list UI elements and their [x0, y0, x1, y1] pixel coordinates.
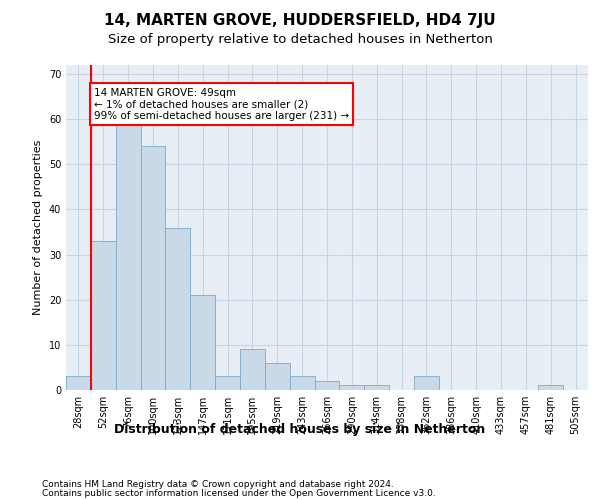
Bar [364, 386, 389, 390]
Bar [140, 146, 166, 390]
Bar [66, 376, 91, 390]
Text: Size of property relative to detached houses in Netherton: Size of property relative to detached ho… [107, 32, 493, 46]
Bar [314, 381, 340, 390]
Text: 14 MARTEN GROVE: 49sqm
← 1% of detached houses are smaller (2)
99% of semi-detac: 14 MARTEN GROVE: 49sqm ← 1% of detached … [94, 88, 349, 121]
Bar [166, 228, 190, 390]
Text: Contains HM Land Registry data © Crown copyright and database right 2024.: Contains HM Land Registry data © Crown c… [42, 480, 394, 489]
Text: 14, MARTEN GROVE, HUDDERSFIELD, HD4 7JU: 14, MARTEN GROVE, HUDDERSFIELD, HD4 7JU [104, 12, 496, 28]
Y-axis label: Number of detached properties: Number of detached properties [33, 140, 43, 315]
Bar [240, 350, 265, 390]
Bar [190, 295, 215, 390]
Bar [538, 386, 563, 390]
Bar [290, 376, 314, 390]
Bar [116, 124, 140, 390]
Bar [414, 376, 439, 390]
Bar [340, 386, 364, 390]
Text: Distribution of detached houses by size in Netherton: Distribution of detached houses by size … [115, 422, 485, 436]
Text: Contains public sector information licensed under the Open Government Licence v3: Contains public sector information licen… [42, 488, 436, 498]
Bar [265, 363, 290, 390]
Bar [215, 376, 240, 390]
Bar [91, 241, 116, 390]
